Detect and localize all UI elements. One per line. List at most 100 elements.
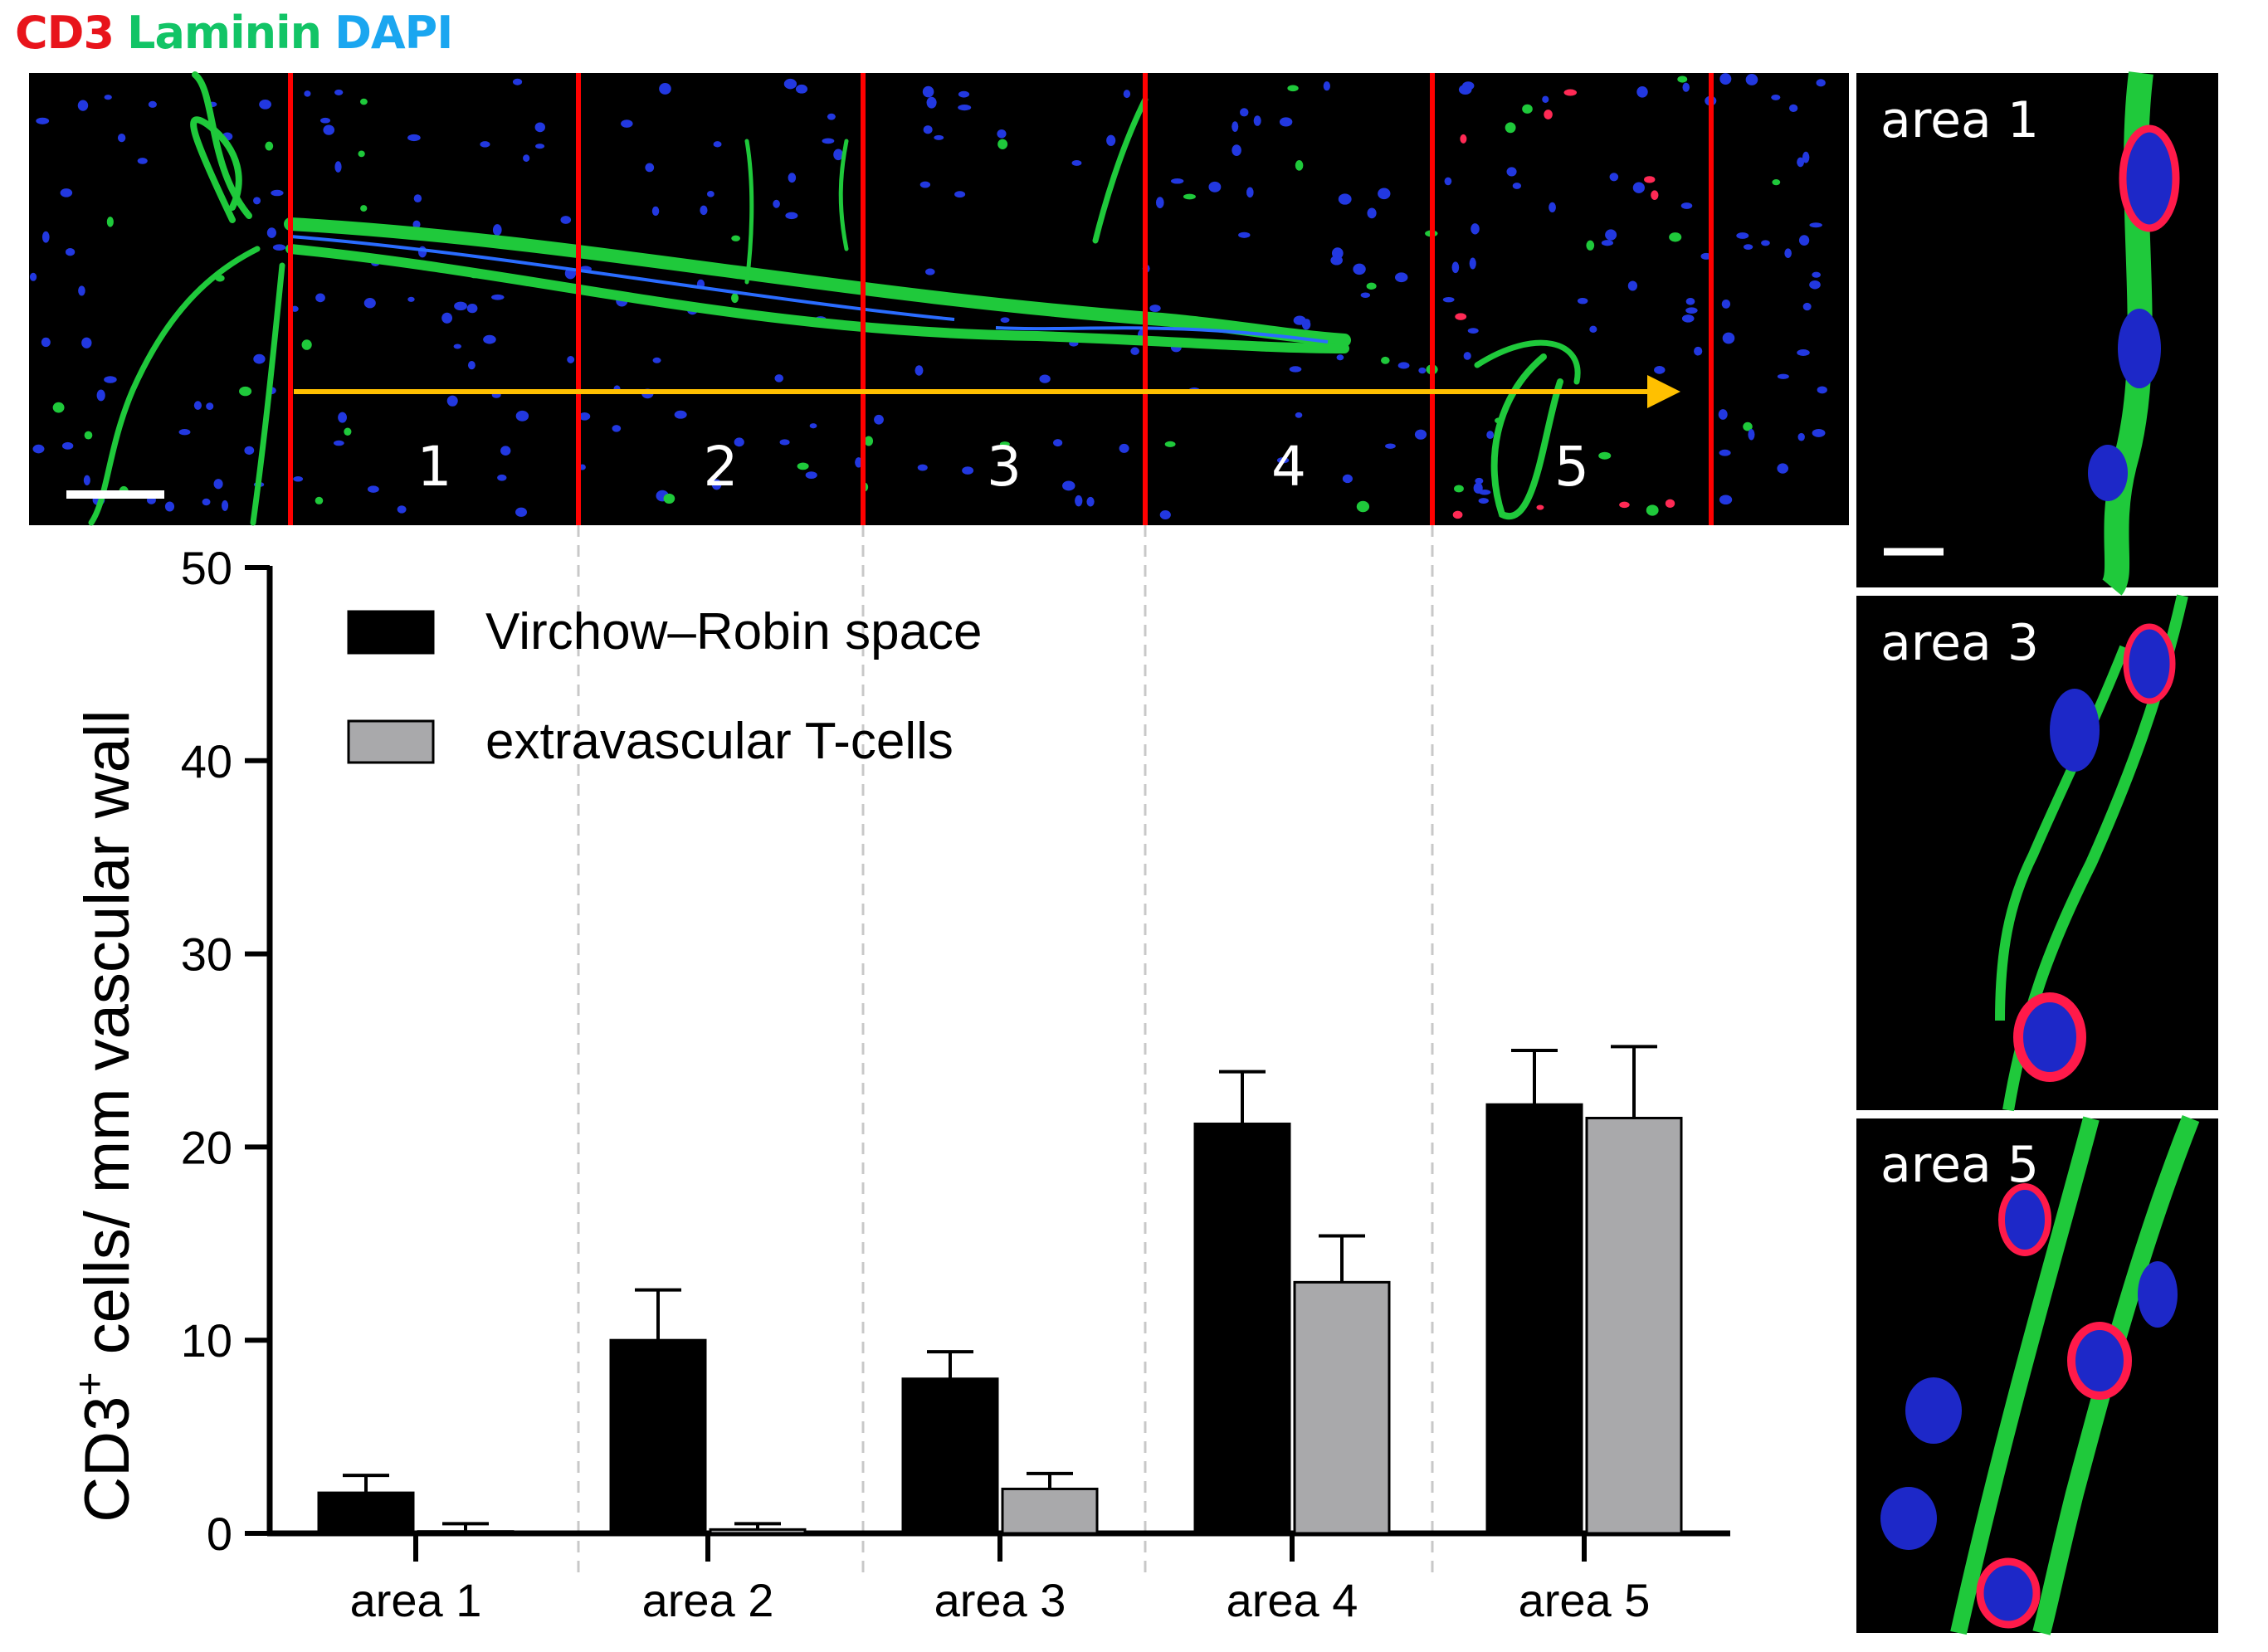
nucleus — [2138, 1261, 2178, 1328]
nucleus-dot — [822, 138, 835, 144]
nucleus-dot — [1106, 134, 1116, 146]
nucleus-dot — [926, 96, 937, 109]
nucleus-dot — [1342, 474, 1353, 484]
nucleus-dot — [397, 505, 407, 514]
stain-cd3: CD3 — [15, 7, 115, 59]
inset-vessel — [1950, 1116, 2100, 1635]
nucleus-dot — [1053, 439, 1063, 447]
nucleus-dot — [1336, 354, 1344, 361]
nucleus-dot — [1000, 317, 1010, 323]
nucleus-dot — [1719, 449, 1731, 456]
nucleus-dot — [731, 235, 741, 241]
inset-label: area 5 — [1880, 1136, 2039, 1194]
nucleus-dot — [466, 303, 478, 314]
nucleus-dot — [106, 217, 114, 227]
nucleus-dot — [779, 439, 790, 446]
bar-virchow-robin — [317, 1491, 415, 1535]
nucleus-dot — [1802, 302, 1812, 311]
inset-area-5: area 5 — [1856, 1114, 2218, 1635]
bar-virchow-robin — [901, 1377, 999, 1535]
nucleus-dot — [795, 84, 808, 94]
nucleus-dot — [1394, 272, 1408, 283]
nucleus-dot — [1486, 431, 1495, 440]
bar-extravascular — [709, 1528, 807, 1535]
nucleus-dot — [1586, 240, 1595, 251]
nucleus-dot — [1609, 173, 1619, 182]
nucleus-dot — [962, 466, 974, 475]
nucleus-dot — [659, 83, 671, 95]
area-guide-lines — [577, 525, 1434, 1576]
nucleus-dot — [290, 305, 299, 312]
nucleus-dot — [1797, 157, 1805, 168]
nucleus-dot — [534, 122, 545, 133]
nucleus-dot — [244, 446, 255, 456]
nucleus-dot — [483, 334, 496, 344]
nucleus-dot — [645, 163, 655, 173]
nucleus-dot — [1669, 232, 1682, 242]
nucleus-dot — [1471, 223, 1480, 235]
nucleus-dot — [164, 501, 175, 512]
t-cell — [1976, 1557, 2041, 1629]
nucleus-dot — [773, 199, 780, 208]
nucleus-dot — [1797, 349, 1810, 356]
area-number: 3 — [987, 435, 1022, 499]
nucleus-dot — [1722, 332, 1735, 344]
inset-label: area 3 — [1880, 614, 2039, 672]
nucleus-dot — [1240, 108, 1249, 117]
x-tick-label: area 1 — [350, 1574, 482, 1626]
t-cell — [2013, 992, 2086, 1082]
nucleus-dot — [1123, 90, 1131, 99]
inset-area-1: area 1 — [1856, 71, 2218, 596]
nucleus-dot — [304, 90, 311, 97]
nucleus-dot — [117, 134, 126, 143]
nucleus-dot — [1654, 366, 1666, 374]
nucleus-dot — [41, 231, 50, 243]
nucleus-dot — [441, 312, 453, 324]
nucleus-dot — [293, 476, 304, 482]
nucleus-dot — [1632, 182, 1645, 193]
nucleus-dot — [855, 457, 863, 468]
nucleus-dot — [512, 78, 523, 85]
nucleus-dot — [674, 410, 687, 419]
nucleus-dot — [523, 154, 530, 162]
nucleus-dot — [560, 216, 572, 224]
nucleus-dot — [1745, 74, 1758, 85]
nucleus — [2118, 309, 2161, 388]
stain-legend: CD3 Laminin DAPI — [15, 7, 466, 59]
nucleus-dot — [104, 95, 112, 100]
nucleus-dot — [1536, 504, 1544, 510]
nucleus-dot — [1366, 282, 1377, 290]
nucleus-dot — [925, 268, 935, 275]
nucleus-dot — [1289, 366, 1302, 373]
nucleus-dot — [412, 220, 421, 229]
nucleus-dot — [1075, 495, 1083, 507]
nucleus-dot — [1385, 443, 1396, 449]
inset-vessel — [2032, 1114, 2200, 1635]
nucleus-dot — [700, 205, 708, 216]
area-number: 4 — [1271, 435, 1306, 499]
nucleus-dot — [1665, 499, 1675, 508]
nucleus-dot — [1651, 190, 1659, 200]
area-number: 2 — [704, 435, 739, 499]
nucleus-dot — [1772, 179, 1781, 186]
t-cell — [2067, 1322, 2132, 1400]
nucleus-dot — [1761, 240, 1770, 246]
nucleus-dot — [358, 150, 365, 158]
nucleus-dot — [344, 427, 352, 436]
nucleus — [1880, 1487, 1937, 1550]
nucleus-dot — [515, 410, 529, 422]
nucleus-dot — [1062, 480, 1075, 491]
nucleus-dot — [491, 294, 505, 300]
nucleus-dot — [193, 401, 202, 410]
nucleus-dot — [1232, 121, 1239, 132]
nucleus-dot — [65, 248, 76, 256]
nucleus-dot — [272, 244, 286, 251]
nucleus-dot — [1816, 79, 1826, 87]
nucleus-dot — [1505, 122, 1516, 134]
nucleus-dot — [652, 357, 661, 363]
nucleus-dot — [137, 158, 148, 164]
nucleus-dot — [259, 100, 271, 110]
y-axis: 0 10 20 30 40 50 — [181, 542, 273, 1560]
nucleus-dot — [1802, 151, 1810, 163]
nucleus-dot — [1467, 328, 1479, 334]
